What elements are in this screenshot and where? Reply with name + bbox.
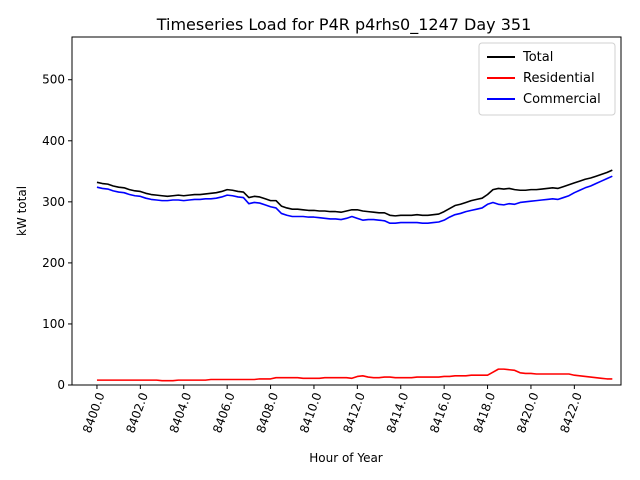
x-axis-label: Hour of Year <box>309 451 383 465</box>
plot-frame <box>71 36 622 386</box>
legend-box <box>478 42 616 116</box>
y-tick-label: 400 <box>42 134 65 148</box>
legend-label-total: Total <box>522 50 553 65</box>
series-line-total <box>96 169 613 217</box>
legend: Total Residential Commercial <box>478 42 616 116</box>
plot-area <box>71 36 622 386</box>
y-tick-label: 100 <box>42 317 65 331</box>
y-axis-label: kW total <box>15 186 29 236</box>
y-axis: 0 100 200 300 400 500 <box>42 73 72 392</box>
chart-title: Timeseries Load for P4R p4rhs0_1247 Day … <box>156 15 532 35</box>
series-line-residential <box>96 368 613 382</box>
y-tick-label: 200 <box>42 256 65 270</box>
y-tick-label: 300 <box>42 195 65 209</box>
series-layer <box>96 169 613 382</box>
legend-label-residential: Residential <box>523 71 595 86</box>
series-line-commercial <box>96 175 613 225</box>
y-tick-label: 500 <box>42 73 65 87</box>
y-tick-label: 0 <box>57 378 65 392</box>
legend-label-commercial: Commercial <box>523 92 601 107</box>
